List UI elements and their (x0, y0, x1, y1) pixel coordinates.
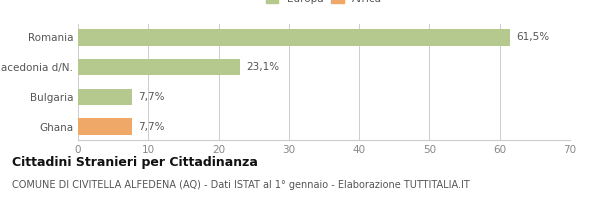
Bar (78, 29, 510, 46)
Text: 7,7%: 7,7% (138, 92, 164, 102)
Legend: Europa, Africa: Europa, Africa (263, 0, 385, 6)
Bar (78, 118, 132, 135)
Text: Cittadini Stranieri per Cittadinanza: Cittadini Stranieri per Cittadinanza (12, 156, 258, 169)
Bar (78, 59, 241, 75)
Text: 23,1%: 23,1% (246, 62, 279, 72)
Text: COMUNE DI CIVITELLA ALFEDENA (AQ) - Dati ISTAT al 1° gennaio - Elaborazione TUTT: COMUNE DI CIVITELLA ALFEDENA (AQ) - Dati… (12, 180, 470, 190)
Bar (78, 89, 132, 105)
Text: 61,5%: 61,5% (516, 32, 549, 42)
Text: 7,7%: 7,7% (138, 122, 164, 132)
